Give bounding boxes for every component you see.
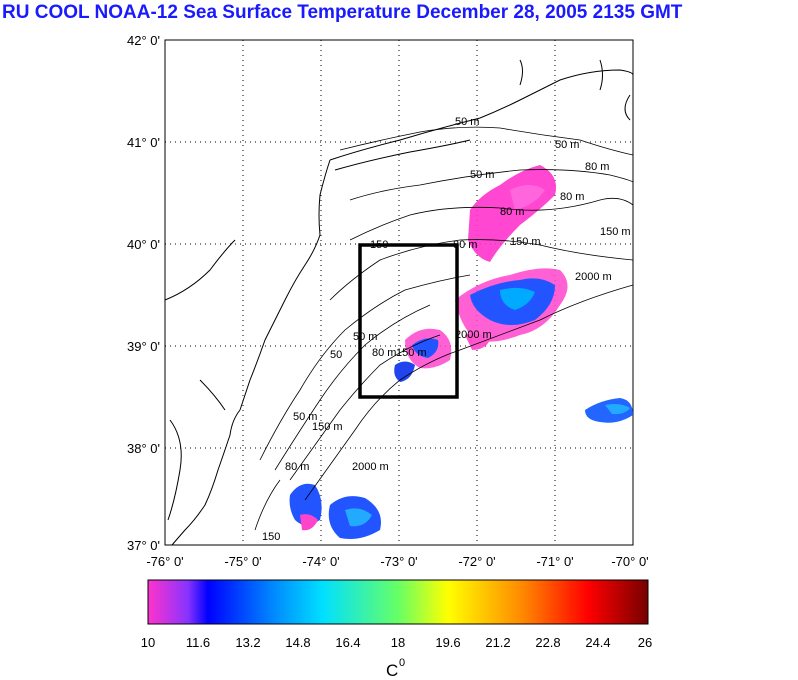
- lon-label: -74° 0': [302, 554, 339, 569]
- lat-label: 42° 0': [127, 33, 160, 48]
- lat-label: 40° 0': [127, 237, 160, 252]
- contour-label: 50 m: [555, 139, 579, 151]
- contour-label: 50 m: [470, 169, 494, 181]
- colorbar-tick: 26: [638, 635, 652, 650]
- colorbar-unit-superscript: 0: [399, 657, 405, 669]
- colorbar-tick: 11.6: [186, 635, 210, 650]
- contour-label: 2000 m: [455, 329, 492, 341]
- colorbar-tick: 22.8: [535, 635, 560, 650]
- lon-label: -73° 0': [380, 554, 417, 569]
- contour-label: 80 m: [560, 191, 584, 203]
- colorbar-tick: 14.8: [285, 635, 310, 650]
- lat-label: 41° 0': [127, 135, 160, 150]
- bathymetry-contours: [254, 126, 634, 531]
- longitude-labels: -76° 0' -75° 0' -74° 0' -73° 0' -72° 0' …: [146, 554, 648, 569]
- colorbar-tick: 18: [391, 635, 405, 650]
- contour-label: 50 m: [293, 411, 317, 423]
- contour-label: 80 m: [285, 461, 309, 473]
- contour-label: 150 m: [312, 421, 343, 433]
- colorbar-ticks: 10 11.6 13.2 14.8 16.4 18 19.6 21.2 22.8…: [141, 635, 652, 650]
- lon-label: -71° 0': [536, 554, 573, 569]
- colorbar-tick: 24.4: [585, 635, 610, 650]
- contour-label: 150: [370, 239, 388, 251]
- lon-label: -70° 0': [611, 554, 648, 569]
- lon-label: -75° 0': [224, 554, 261, 569]
- latitude-labels: 42° 0' 41° 0' 40° 0' 39° 0' 38° 0' 37° 0…: [127, 33, 160, 553]
- contour-label: 50 m: [455, 116, 479, 128]
- lat-label: 39° 0': [127, 339, 160, 354]
- contour-label: 150: [262, 531, 280, 543]
- lon-label: -72° 0': [458, 554, 495, 569]
- colorbar-tick: 13.2: [235, 635, 260, 650]
- colorbar-unit-label: C: [386, 661, 398, 680]
- contour-label: 80 m: [453, 239, 477, 251]
- contour-label: 150 m: [600, 226, 631, 238]
- colorbar-tick: 16.4: [335, 635, 360, 650]
- colorbar: [147, 579, 649, 625]
- contour-label: 150 m: [396, 347, 427, 359]
- colorbar-tick: 10: [141, 635, 155, 650]
- contour-label: 50 m: [353, 331, 377, 343]
- colorbar-tick: 21.2: [485, 635, 510, 650]
- contour-label: 50: [330, 349, 342, 361]
- contour-label: 150 m: [510, 236, 541, 248]
- colorbar-tick: 19.6: [435, 635, 460, 650]
- contour-label: 80 m: [372, 347, 396, 359]
- contour-labels: 50 m 50 m 50 m 80 m 80 m 80 m 150 m 150 …: [262, 116, 631, 543]
- graticule: [165, 40, 633, 545]
- coastline: [164, 59, 634, 546]
- lon-label: -76° 0': [146, 554, 183, 569]
- lat-label: 37° 0': [127, 538, 160, 553]
- contour-label: 2000 m: [575, 271, 612, 283]
- contour-label: 80 m: [585, 161, 609, 173]
- contour-label: 80 m: [500, 206, 524, 218]
- contour-label: 2000 m: [352, 461, 389, 473]
- study-area-box: [358, 243, 459, 399]
- lat-label: 38° 0': [127, 441, 160, 456]
- sst-patches: [289, 165, 633, 539]
- map-title: RU COOL NOAA-12 Sea Surface Temperature …: [2, 2, 683, 23]
